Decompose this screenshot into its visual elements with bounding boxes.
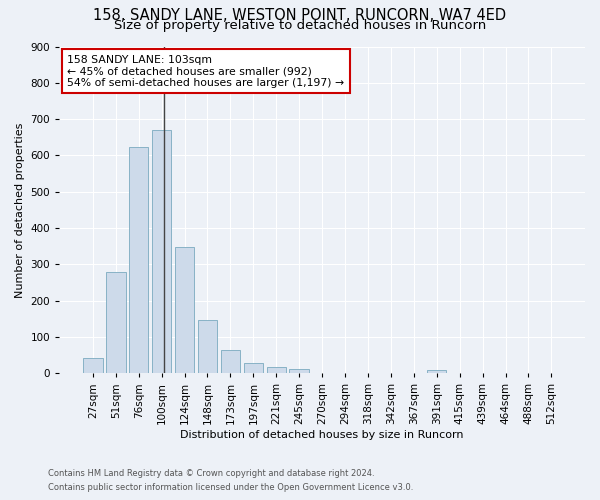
Text: Contains public sector information licensed under the Open Government Licence v3: Contains public sector information licen… (48, 484, 413, 492)
Bar (289, 369, 309, 374)
Text: 158 SANDY LANE: 103sqm
← 45% of detached houses are smaller (992)
54% of semi-de: 158 SANDY LANE: 103sqm ← 45% of detached… (67, 54, 344, 88)
Bar (175, 246, 194, 374)
Text: Contains HM Land Registry data © Crown copyright and database right 2024.: Contains HM Land Registry data © Crown c… (48, 468, 374, 477)
Bar (427, 370, 446, 374)
X-axis label: Distribution of detached houses by size in Runcorn: Distribution of detached houses by size … (181, 430, 464, 440)
Bar (266, 367, 286, 374)
Text: 158, SANDY LANE, WESTON POINT, RUNCORN, WA7 4ED: 158, SANDY LANE, WESTON POINT, RUNCORN, … (94, 8, 506, 22)
Bar (221, 350, 240, 374)
Bar (106, 272, 125, 374)
Bar (83, 358, 103, 374)
Bar (198, 320, 217, 374)
Bar (129, 148, 148, 374)
Bar (244, 363, 263, 374)
Text: Size of property relative to detached houses in Runcorn: Size of property relative to detached ho… (114, 18, 486, 32)
Y-axis label: Number of detached properties: Number of detached properties (15, 122, 25, 298)
Bar (152, 130, 172, 374)
